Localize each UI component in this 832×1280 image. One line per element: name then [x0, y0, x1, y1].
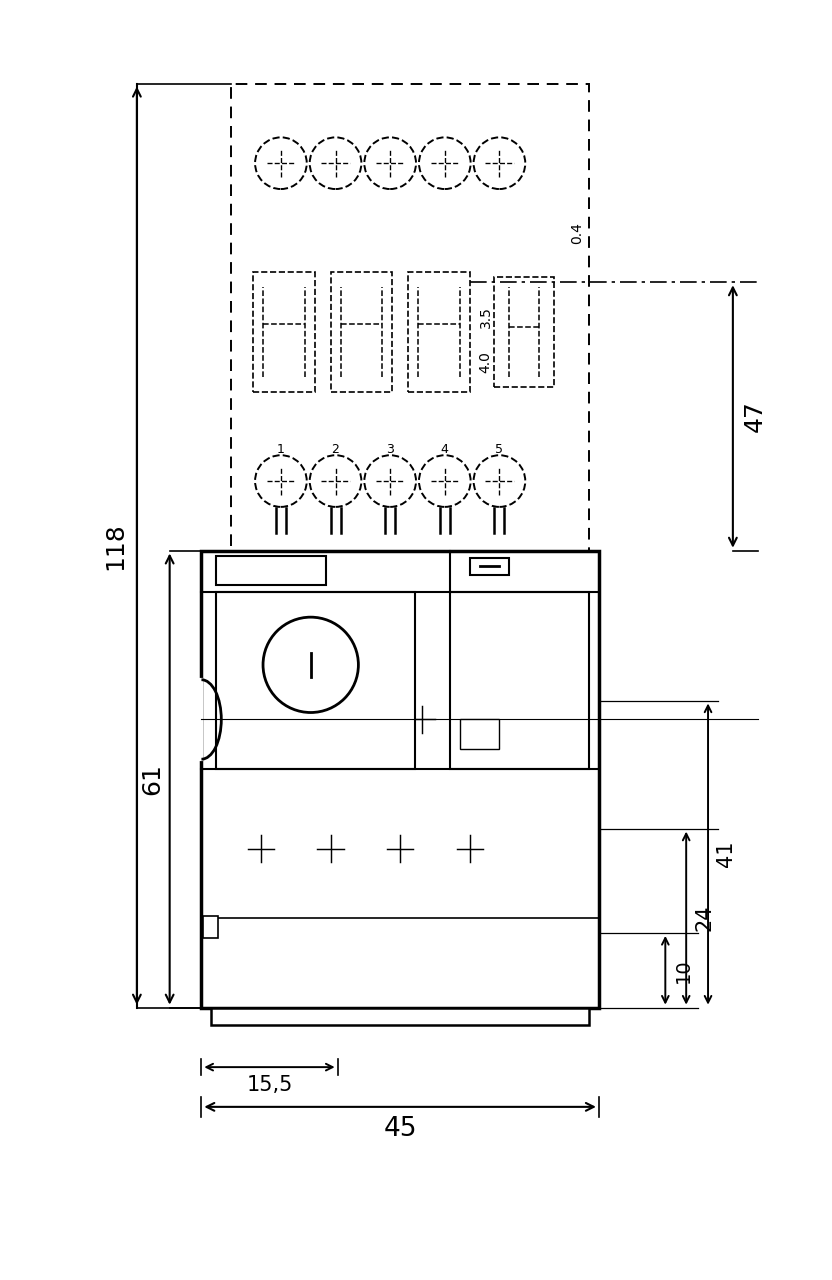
Circle shape — [532, 663, 576, 707]
Circle shape — [364, 456, 416, 507]
Circle shape — [307, 824, 354, 873]
Text: 4.0: 4.0 — [478, 351, 493, 372]
Circle shape — [419, 137, 471, 189]
Circle shape — [364, 137, 416, 189]
Circle shape — [310, 137, 361, 189]
Text: 24: 24 — [694, 905, 714, 932]
Bar — [253, 273, 314, 392]
Text: 45: 45 — [384, 1116, 417, 1142]
Circle shape — [237, 824, 285, 873]
Circle shape — [339, 695, 386, 744]
Circle shape — [446, 824, 493, 873]
Circle shape — [263, 617, 359, 713]
Bar — [216, 593, 415, 769]
Circle shape — [376, 824, 424, 873]
FancyBboxPatch shape — [231, 83, 589, 550]
Bar — [211, 1007, 589, 1025]
Text: 1: 1 — [277, 443, 285, 456]
Text: 3: 3 — [386, 443, 394, 456]
Circle shape — [220, 695, 267, 744]
Circle shape — [473, 456, 525, 507]
Bar — [330, 273, 392, 392]
Text: 10: 10 — [674, 957, 693, 983]
Bar — [216, 556, 325, 585]
Circle shape — [419, 456, 471, 507]
Bar — [469, 558, 509, 576]
Bar — [494, 278, 554, 387]
Circle shape — [255, 456, 307, 507]
Text: 2: 2 — [332, 443, 339, 456]
Bar — [460, 719, 499, 749]
Circle shape — [399, 695, 446, 744]
Circle shape — [310, 456, 361, 507]
Text: 47: 47 — [743, 401, 767, 433]
Text: 4: 4 — [441, 443, 448, 456]
Circle shape — [458, 695, 505, 744]
Text: 5: 5 — [495, 443, 503, 456]
Circle shape — [279, 695, 327, 744]
Bar — [450, 593, 589, 769]
Text: 118: 118 — [103, 522, 127, 570]
Text: 15,5: 15,5 — [246, 1075, 293, 1094]
Bar — [201, 550, 599, 1007]
Text: 61: 61 — [140, 763, 164, 795]
Bar — [204, 916, 218, 938]
Bar — [408, 273, 469, 392]
Circle shape — [473, 137, 525, 189]
Text: 41: 41 — [716, 841, 736, 868]
Text: 0.4: 0.4 — [570, 221, 584, 243]
Circle shape — [255, 137, 307, 189]
Text: 3.5: 3.5 — [478, 306, 493, 328]
